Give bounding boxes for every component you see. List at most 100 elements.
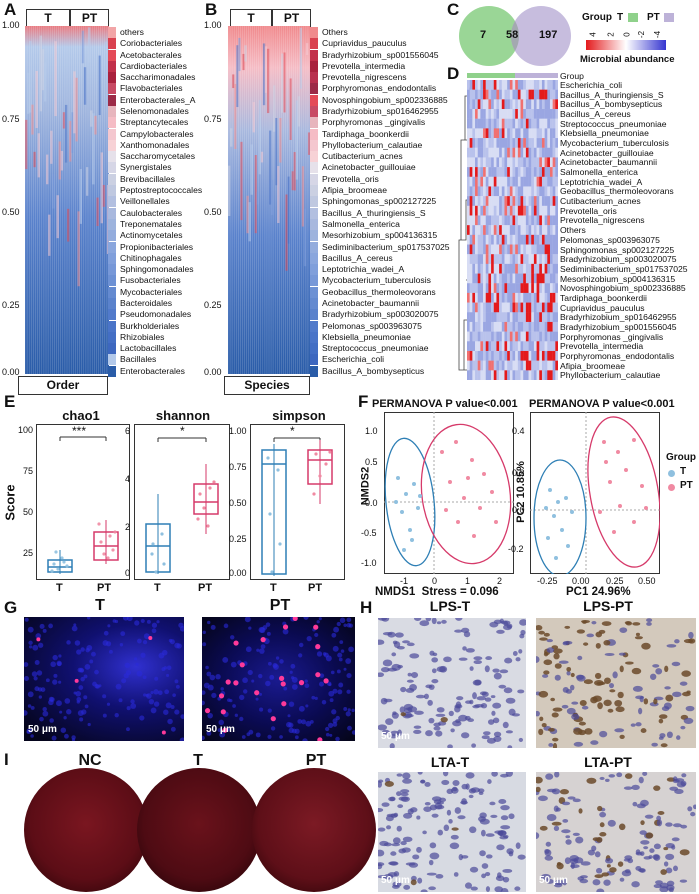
b-tick-000: 0.00 [204,367,222,377]
b-legend-swatch [310,60,318,72]
b-legend-swatch [310,72,318,84]
a-legend-label: Streptancytecales [120,117,189,128]
a-tick-000: 0.00 [2,367,20,377]
panel-label-h: H [360,598,373,617]
panel-label-d: D [447,64,460,83]
b-legend-label: Bradyrhizobium_sp016462955 [322,106,439,117]
b-legend-label: Prevotella_intermedia [322,60,406,71]
f-left-ytick-5: -1.0 [361,558,377,568]
e-chao1-xtick-pt: PT [97,582,112,594]
b-tick-100: 1.00 [204,20,222,30]
b-legend-swatch [310,286,318,298]
b-legend-label: Sediminibacterium_sp017537025 [322,241,450,252]
d-row-label: Bacillus_A_thuringiensis_S [560,89,664,100]
f-right-xtick-2: 0.00 [572,576,590,586]
b-legend-label: Mycobacterium_tuberculosis [322,275,431,286]
d-row-label: Novosphingobium_sp002336885 [560,283,686,294]
b-legend-label: Afipia_broomeae [322,185,387,196]
a-legend-label: Propionibacteriales [120,241,194,252]
a-legend-label: Bacteroidales [120,297,173,308]
d-row-label: Mycobacterium_tuberculosis [560,138,669,149]
a-legend-swatch [108,60,116,72]
b-legend-label: Others [322,27,348,37]
f-right-xtick-1: -0.25 [537,576,558,586]
b-tick-025: 0.25 [204,300,222,310]
b-legend-swatch [310,106,318,118]
a-legend-label: Mycobacteriales [120,286,183,297]
a-legend-swatch [108,139,116,151]
b-legend-swatch [310,331,318,343]
e-simpson-ytick-4: 0.25 [229,534,247,544]
e-shannon-ytick-2: 4 [125,474,131,484]
g-scalebar-t: 50 μm [28,724,60,738]
h-scalebar-1: 50 μm [381,731,411,745]
a-legend-label: Bacillales [120,354,157,365]
a-legend-swatch [108,94,116,106]
a-legend-swatch [108,218,116,230]
a-legend-label: Cardiobacteriales [120,60,187,71]
a-legend-label: Fusobacteriales [120,275,181,286]
d-row-label: Sphingomonas_sp002127225 [560,244,675,255]
a-legend-swatch [108,207,116,219]
b-stacked-bars [228,26,310,374]
d-row-label: Bacillus_A_cereus [560,109,631,120]
f-legend-title: Group [666,452,696,463]
e-chao1-xtick-t: T [56,582,63,594]
a-legend-label: Peptostreptococcales [120,185,203,196]
b-legend-label: Bradyrhizobium_sp003020075 [322,309,439,320]
venn-t-only: 7 [480,29,487,41]
b-legend-label: Cutibacterium_acnes [322,151,403,162]
b-legend-swatch [310,117,318,129]
e-chao1-ytick-4: 25 [23,548,34,558]
a-legend-swatch [108,72,116,84]
b-legend-swatch [310,128,318,140]
b-tick-075: 0.75 [204,114,222,124]
a-legend-swatch [108,185,116,197]
a-legend-swatch [108,264,116,276]
f-left-xtick-4: 2 [497,576,503,586]
e-shannon-ytick-1: 6 [125,426,131,436]
e-chao1-ytick-3: 50 [23,507,34,517]
d-group-label: Group [560,71,584,81]
a-legend-swatch [108,83,116,95]
d-row-label: Afipia_broomeae [560,360,625,371]
a-legend-swatch [108,286,116,298]
a-legend-swatch [108,354,116,366]
b-legend-swatch [310,207,318,219]
a-legend-swatch [108,117,116,129]
f-right-ytick-2: 0.2 [512,468,525,478]
e-shannon-ytick-4: 0 [125,568,131,578]
e-chao1-plot [36,424,130,580]
panel-label-e: E [4,392,16,411]
a-legend-swatch [108,241,116,253]
e-simpson-ytick-1: 1.00 [229,426,247,436]
d-row-label: Bradyrhizobium_sp016462955 [560,312,677,323]
a-legend-swatch [108,331,116,343]
a-legend-swatch [108,365,116,377]
a-legend-swatch [108,38,116,50]
f-legend-pt-dot [668,484,675,491]
b-legend-label: Klebsiella_pneumoniae [322,331,411,342]
d-group-bar-pt [515,73,558,78]
b-tick-050: 0.50 [204,207,222,217]
a-legend-swatch [108,275,116,287]
f-left-ytick-4: -0.5 [361,528,377,538]
h-scale-text-1: 50 μm [381,731,410,742]
b-legend-swatch [310,139,318,151]
d-group-bar-t [467,73,515,78]
a-legend-swatch [108,173,116,185]
a-legend-label: Chitinophagales [120,252,182,263]
h-title-lta-t: LTA-T [430,754,470,770]
a-bottom-label: Order [18,376,108,395]
a-legend-swatch [108,309,116,321]
b-legend-label: Escherichia_coli [322,354,385,365]
f-pcoa-plot [530,412,660,574]
d-row-label: Escherichia_coli [560,80,623,90]
i-title-t: T [193,752,203,769]
e-chao1-ytick-2: 75 [23,466,34,476]
panel-label-a: A [4,0,17,19]
a-legend-label: Burkholderiales [120,320,180,331]
e-simpson-ytick-3: 0.50 [229,498,247,508]
a-legend-swatch [108,49,116,61]
a-legend-label: Caulobacterales [120,207,183,218]
